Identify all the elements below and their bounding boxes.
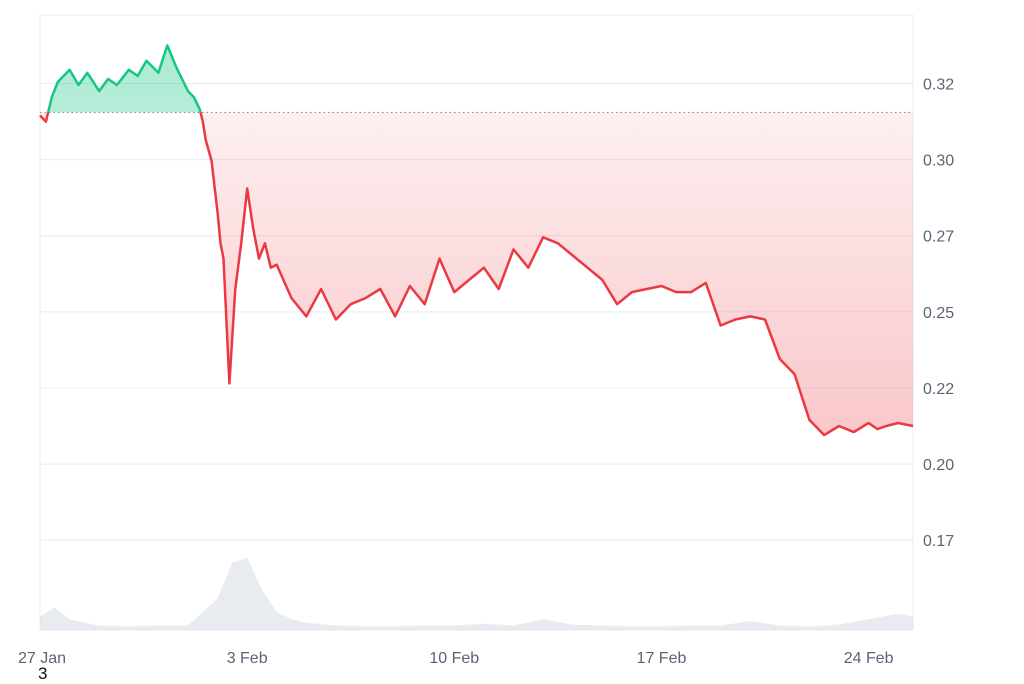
y-tick-label: 0.22 xyxy=(923,381,954,398)
y-tick-label: 0.27 xyxy=(923,229,954,246)
price-lines xyxy=(39,44,914,437)
y-tick-label: 0.20 xyxy=(923,457,954,474)
x-tick-label: 24 Feb xyxy=(844,650,894,667)
price-fills xyxy=(40,45,913,436)
footnote: 3 xyxy=(38,664,48,683)
price-line-below xyxy=(39,112,914,437)
x-tick-label: 3 Feb xyxy=(227,650,268,667)
x-tick-label: 17 Feb xyxy=(637,650,687,667)
x-tick-label: 10 Feb xyxy=(429,650,479,667)
volume-series xyxy=(40,558,913,630)
price-line-above xyxy=(46,44,202,113)
y-tick-label: 0.25 xyxy=(923,305,954,322)
x-tick-label: 27 Jan xyxy=(18,650,66,667)
y-tick-label: 0.30 xyxy=(923,153,954,170)
y-tick-label: 0.32 xyxy=(923,77,954,94)
volume-area xyxy=(40,558,913,630)
y-tick-label: 0.17 xyxy=(923,533,954,550)
y-axis-ticks: 0.32 0.30 0.27 0.25 0.22 0.20 0.17 xyxy=(923,77,954,551)
x-axis-ticks: 27 Jan 3 Feb 10 Feb 17 Feb 24 Feb xyxy=(18,650,894,667)
